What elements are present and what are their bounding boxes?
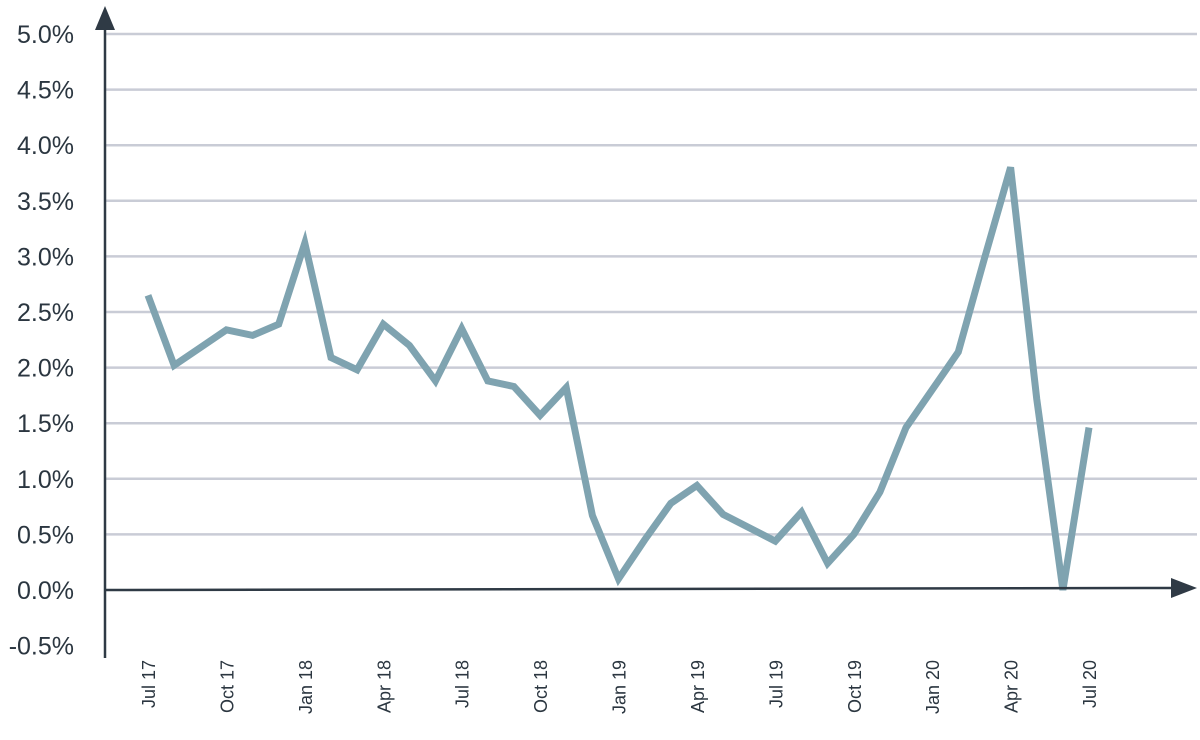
axes: [95, 6, 1197, 658]
y-tick-label: 2.0%: [17, 355, 74, 383]
y-tick-label: 4.5%: [17, 77, 74, 105]
y-tick-label: 2.5%: [17, 299, 74, 327]
x-tick-label: Jan 19: [610, 660, 630, 714]
y-tick-label: 3.5%: [17, 188, 74, 216]
x-tick-label: Apr 19: [688, 660, 708, 713]
y-tick-label: 4.0%: [17, 132, 74, 160]
x-tick-label: Jul 20: [1080, 660, 1100, 708]
y-tick-label: -0.5%: [9, 633, 74, 661]
x-tick-label: Jul 19: [766, 660, 786, 708]
series-layer: [144, 166, 1093, 591]
x-tick-label: Apr 20: [1002, 660, 1022, 713]
y-tick-label: 3.0%: [17, 243, 74, 271]
x-axis-line: [104, 586, 1176, 592]
y-axis-tick-labels: 5.0% 4.5% 4.0% 3.5% 3.0% 2.5% 2.0% 1.5% 1.0% 0.5%…: [9, 21, 74, 661]
series-line: [144, 166, 1093, 591]
y-tick-label: 0.0%: [17, 577, 74, 605]
gridlines: [105, 32, 1197, 536]
y-tick-label: 5.0%: [17, 21, 74, 49]
y-tick-label: 0.5%: [17, 521, 74, 549]
x-tick-label: Jan 18: [296, 660, 316, 714]
x-tick-label: Oct 17: [217, 660, 237, 713]
x-tick-label: Jul 18: [453, 660, 473, 708]
y-tick-label: 1.0%: [17, 466, 74, 494]
x-tick-label: Jan 20: [923, 660, 943, 714]
x-axis-tick-labels: Jul 17 Oct 17 Jan 18 Apr 18 Jul 18 Oct 18 Jan …: [139, 660, 1100, 714]
x-tick-label: Oct 18: [531, 660, 551, 713]
y-tick-label: 1.5%: [17, 410, 74, 438]
x-tick-label: Jul 17: [139, 660, 159, 708]
x-tick-label: Oct 19: [845, 660, 865, 713]
y-axis-arrow-icon: [95, 6, 115, 30]
x-tick-label: Apr 18: [374, 660, 394, 713]
x-axis-arrow-icon: [1171, 578, 1197, 598]
